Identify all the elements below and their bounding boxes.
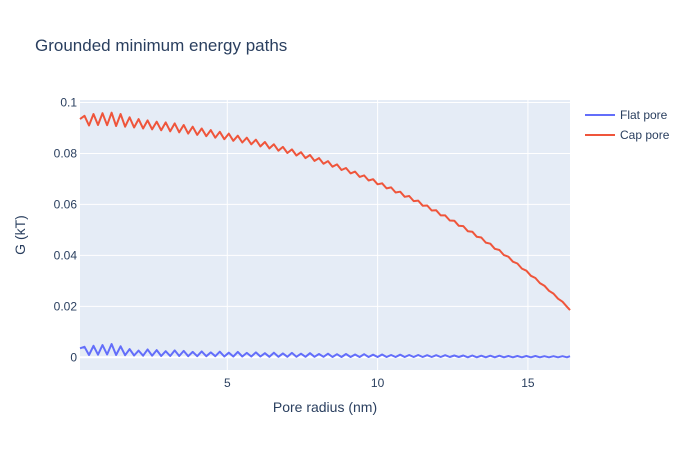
y-tick-label: 0 (70, 350, 77, 364)
series-lines (79, 111, 571, 359)
legend-label: Cap pore (620, 128, 670, 142)
y-tick-label: 0.08 (54, 146, 78, 160)
y-axis-title: G (kT) (12, 215, 28, 255)
legend-label: Flat pore (620, 108, 668, 122)
y-tick-label: 0.02 (54, 299, 78, 313)
legend-item[interactable]: Flat pore (585, 108, 668, 122)
series-line-cap-pore (79, 111, 571, 311)
plot-area (80, 100, 570, 370)
legend[interactable]: Flat pore Cap pore (585, 108, 670, 142)
series-line-flat-pore (79, 343, 571, 359)
x-axis-title: Pore radius (nm) (273, 399, 377, 415)
x-tick-label: 5 (224, 376, 231, 390)
tick-labels: 5 10 15 0 0.02 0.04 0.06 0.08 0.1 (54, 96, 535, 390)
chart-title: Grounded minimum energy paths (35, 36, 287, 55)
x-tick-label: 10 (371, 376, 385, 390)
legend-item[interactable]: Cap pore (585, 128, 670, 142)
y-tick-label: 0.1 (60, 96, 77, 110)
y-tick-label: 0.06 (54, 197, 78, 211)
x-tick-label: 15 (521, 376, 535, 390)
y-tick-label: 0.04 (54, 248, 78, 262)
